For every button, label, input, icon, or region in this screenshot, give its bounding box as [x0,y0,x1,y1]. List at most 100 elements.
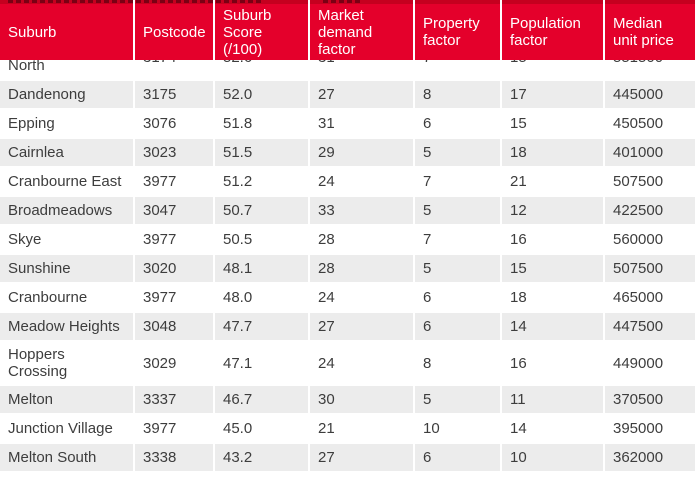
market-cell: 27 [308,313,413,340]
price-cell: 401000 [603,139,695,166]
suburb-cell: Skye [8,231,42,248]
suburb-cell: Melton [8,391,54,408]
score-cell: 51.5 [213,139,308,166]
property-cell: 7 [413,226,500,253]
suburb-cell: Cranbourne East [8,173,122,190]
market-cell: 33 [308,197,413,224]
table-row: Cranbourne 3977 48.0 24 6 18 465000 [0,284,695,313]
score-cell: 48.0 [213,284,308,311]
population-cell: 16 [500,226,603,253]
suburb-cell: Cranbourne [8,289,88,306]
column-divider [133,0,135,4]
score-cell: 51.8 [213,110,308,137]
postcode-cell: 3020 [133,255,213,282]
suburb-cell: Melton South [8,449,97,466]
table-row: Cairnlea 3023 51.5 29 5 18 401000 [0,139,695,168]
suburb-cell: Hoppers Crossing [8,346,68,380]
column-header-population: Population factor [500,4,603,60]
table-row: Skye 3977 50.5 28 7 16 560000 [0,226,695,255]
postcode-cell: 3338 [133,444,213,471]
table-row: Sunshine 3020 48.1 28 5 15 507500 [0,255,695,284]
score-cell: 46.7 [213,386,308,413]
market-cell: 21 [308,415,413,442]
population-cell: 11 [500,386,603,413]
population-cell: 12 [500,197,603,224]
price-cell: 449000 [603,342,695,384]
population-cell: 17 [500,81,603,108]
property-cell: 8 [413,342,500,384]
market-cell: 31 [308,110,413,137]
column-divider [213,0,215,4]
column-header-postcode: Postcode [133,4,213,60]
column-header-suburb: Suburb [0,4,133,60]
table-row: Melton South 3338 43.2 27 6 10 362000 [0,444,695,473]
postcode-cell: 3977 [133,284,213,311]
postcode-cell: 3076 [133,110,213,137]
column-header-market-demand: Market demand factor [308,4,413,60]
market-cell: 24 [308,284,413,311]
property-cell: 6 [413,444,500,471]
clipped-text-remnant [8,0,263,3]
population-cell: 15 [500,110,603,137]
score-cell: 48.1 [213,255,308,282]
table-row: Epping 3076 51.8 31 6 15 450500 [0,110,695,139]
property-cell: 5 [413,386,500,413]
column-divider [500,0,502,4]
property-cell: 5 [413,139,500,166]
price-cell: 362000 [603,444,695,471]
clipped-text-remnant [323,0,363,3]
postcode-cell: 3977 [133,415,213,442]
population-cell: 14 [500,415,603,442]
market-cell: 27 [308,81,413,108]
population-cell: 14 [500,313,603,340]
column-divider [308,0,310,4]
price-cell: 465000 [603,284,695,311]
population-cell: 18 [500,139,603,166]
market-cell: 30 [308,386,413,413]
population-cell: 16 [500,342,603,384]
score-cell: 50.7 [213,197,308,224]
suburb-cell: Junction Village [8,420,113,437]
postcode-cell: 3029 [133,342,213,384]
table-row: Melton 3337 46.7 30 5 11 370500 [0,386,695,415]
postcode-cell: 3047 [133,197,213,224]
column-divider [603,0,605,4]
property-cell: 6 [413,110,500,137]
postcode-cell: 3977 [133,226,213,253]
property-cell: 5 [413,255,500,282]
population-cell: 18 [500,284,603,311]
property-cell: 6 [413,313,500,340]
score-cell: 45.0 [213,415,308,442]
property-cell: 7 [413,168,500,195]
property-cell: 10 [413,415,500,442]
postcode-cell: 3175 [133,81,213,108]
price-cell: 370500 [603,386,695,413]
table-row: Broadmeadows 3047 50.7 33 5 12 422500 [0,197,695,226]
price-cell: 395000 [603,415,695,442]
market-cell: 24 [308,342,413,384]
population-cell: 15 [500,255,603,282]
score-cell: 47.7 [213,313,308,340]
table-row: Cranbourne East 3977 51.2 24 7 21 507500 [0,168,695,197]
postcode-cell: 3048 [133,313,213,340]
table-row: Meadow Heights 3048 47.7 27 6 14 447500 [0,313,695,342]
score-cell: 50.5 [213,226,308,253]
column-header-suburb-score: Suburb Score (/100) [213,4,308,60]
score-cell: 51.2 [213,168,308,195]
price-cell: 560000 [603,226,695,253]
table-row: Dandenong 3175 52.0 27 8 17 445000 [0,81,695,110]
market-cell: 24 [308,168,413,195]
market-cell: 28 [308,226,413,253]
property-cell: 8 [413,81,500,108]
price-cell: 447500 [603,313,695,340]
market-cell: 27 [308,444,413,471]
suburb-cell: Dandenong [8,86,86,103]
clipped-row-remnant [0,0,695,4]
column-divider [413,0,415,4]
suburb-cell: Meadow Heights [8,318,120,335]
suburb-cell: Epping [8,115,55,132]
column-header-property: Property factor [413,4,500,60]
postcode-cell: 3023 [133,139,213,166]
score-cell: 47.1 [213,342,308,384]
